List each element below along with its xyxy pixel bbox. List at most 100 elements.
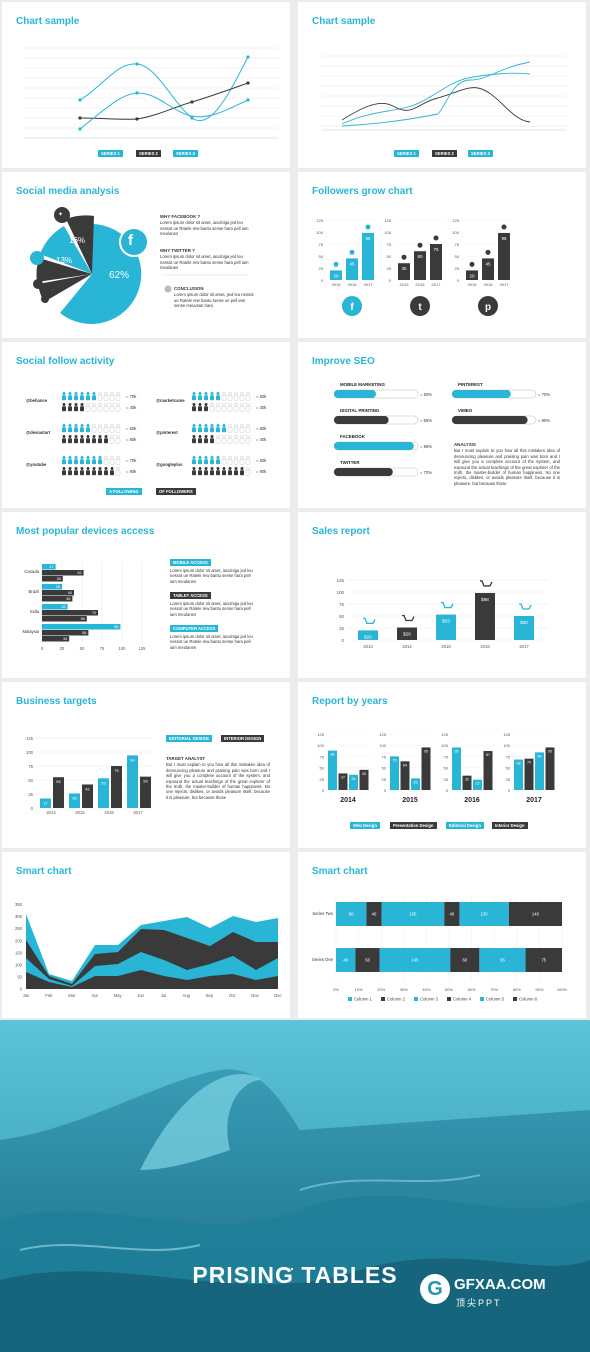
person-icon bbox=[98, 467, 102, 470]
person-icon bbox=[86, 392, 90, 395]
follow-value: = 50k bbox=[256, 458, 267, 463]
bar bbox=[452, 747, 461, 790]
bar-label: 56 bbox=[143, 779, 148, 784]
legend-swatch bbox=[414, 997, 418, 1001]
year-label: 2016 bbox=[484, 282, 494, 287]
legend-series-1: SERIES 1 bbox=[394, 150, 419, 157]
bar-label: 17 bbox=[49, 565, 53, 569]
person-icon bbox=[109, 427, 115, 433]
person-icon bbox=[192, 459, 196, 465]
bar-label: 75 bbox=[393, 758, 397, 762]
bar-label: 45 bbox=[349, 261, 355, 266]
person-icon bbox=[234, 391, 238, 396]
legend-label: Column 5 bbox=[486, 997, 505, 1002]
person-icon bbox=[62, 403, 66, 406]
axis-tick: 75 bbox=[506, 754, 511, 759]
people-pictograph: @behance = 70k = 40k @marketcame = 50k = 30k @… bbox=[26, 391, 267, 476]
person-icon bbox=[80, 403, 84, 406]
person-icon bbox=[104, 455, 108, 460]
pie-chart bbox=[30, 207, 248, 324]
bar bbox=[414, 251, 426, 280]
person-icon bbox=[80, 459, 84, 465]
person-icon bbox=[62, 459, 66, 465]
axis-tick: 50 bbox=[455, 254, 460, 259]
axis-tick: 25 bbox=[60, 646, 65, 651]
twitter-icon: ✦ bbox=[58, 212, 64, 218]
axis-tick: 100 bbox=[317, 743, 324, 748]
person-icon bbox=[204, 392, 208, 395]
axis-tick: 100% bbox=[557, 987, 568, 992]
person-icon bbox=[198, 456, 202, 459]
person-icon bbox=[80, 395, 84, 401]
legend-label: Column 1 bbox=[354, 997, 373, 1002]
slide-title: Chart sample bbox=[312, 16, 376, 27]
bar-label: 98 bbox=[501, 236, 507, 241]
tablet-text: Lorem ipsum dolor sit amet, iaculniga je… bbox=[170, 601, 253, 617]
axis-tick: 50 bbox=[320, 766, 325, 771]
bar-label: 60 bbox=[417, 254, 423, 259]
year-label: 2016 bbox=[104, 810, 114, 815]
person-icon bbox=[68, 406, 72, 412]
seo-pct: = 70% bbox=[538, 392, 550, 397]
person-icon bbox=[240, 470, 244, 476]
person-icon bbox=[115, 459, 121, 465]
person-icon bbox=[349, 249, 355, 255]
person-icon bbox=[80, 406, 84, 412]
year-label: 2015 bbox=[332, 282, 342, 287]
person-icon bbox=[68, 438, 72, 444]
person-icon bbox=[98, 456, 102, 459]
years-bar-charts: 125 100 75 50 25 0 88 37 34 45 2014 125 100 75 50 25 0 75… bbox=[317, 732, 556, 804]
bar bbox=[483, 751, 493, 790]
seo-pct: = 70% bbox=[420, 470, 432, 475]
bar bbox=[42, 604, 68, 610]
axis-tick: 75 bbox=[100, 646, 105, 651]
person-icon bbox=[109, 406, 115, 412]
person-icon bbox=[245, 470, 251, 476]
person-icon bbox=[104, 402, 108, 407]
person-icon bbox=[239, 438, 245, 444]
progress-fill bbox=[334, 442, 414, 450]
person-icon bbox=[92, 467, 96, 470]
person-icon bbox=[103, 459, 109, 465]
person-icon bbox=[246, 423, 250, 428]
person-icon bbox=[227, 406, 233, 412]
person-icon bbox=[98, 470, 102, 476]
person-icon bbox=[239, 459, 245, 465]
person-icon bbox=[228, 423, 232, 428]
bar-label: 45 bbox=[485, 261, 491, 266]
bar-label: 26 bbox=[57, 577, 61, 581]
person-icon bbox=[110, 470, 114, 476]
axis-tick: 50 bbox=[17, 975, 22, 980]
slide-title: Smart chart bbox=[16, 866, 72, 877]
bar-segment bbox=[525, 948, 562, 972]
axis-tick: 0% bbox=[333, 987, 339, 992]
person-icon bbox=[92, 423, 96, 428]
axis-tick: 25 bbox=[506, 777, 511, 782]
month-label: Dec bbox=[274, 993, 281, 998]
person-icon bbox=[91, 427, 97, 433]
seo-pct: = 90% bbox=[538, 418, 550, 423]
bar bbox=[411, 778, 420, 790]
person-icon bbox=[80, 456, 84, 459]
seo-pct: = 95% bbox=[420, 444, 432, 449]
axis-tick: 30% bbox=[400, 987, 408, 992]
person-icon bbox=[116, 391, 120, 396]
person-icon bbox=[68, 456, 72, 459]
person-icon bbox=[62, 470, 66, 476]
person-icon bbox=[85, 406, 91, 412]
slide-title: Social follow activity bbox=[16, 356, 115, 367]
person-icon bbox=[233, 459, 239, 465]
person-icon bbox=[210, 470, 214, 476]
axis-tick: 20% bbox=[377, 987, 385, 992]
person-icon bbox=[239, 406, 245, 412]
axis-tick: 100 bbox=[15, 963, 23, 968]
person-icon bbox=[92, 438, 96, 444]
axis-tick: 100 bbox=[337, 590, 345, 595]
month-label: Jul bbox=[161, 993, 166, 998]
axis-tick: 25 bbox=[320, 777, 325, 782]
person-icon bbox=[204, 467, 208, 470]
axis-tick: 50 bbox=[339, 614, 344, 619]
tag-interior: INTERIOR DESIGN bbox=[221, 735, 265, 742]
person-icon bbox=[198, 424, 202, 427]
segment-label: 50 bbox=[365, 958, 370, 963]
